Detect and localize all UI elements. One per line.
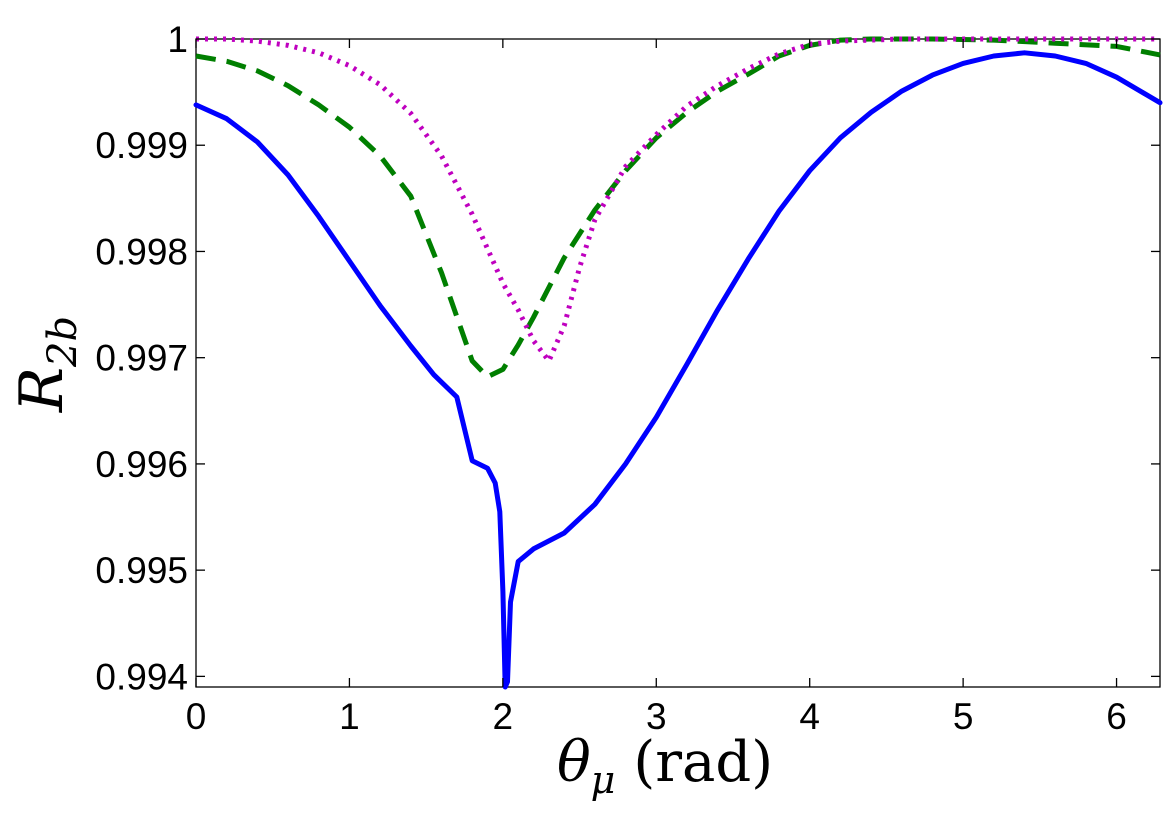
- series-layer: [193, 36, 1163, 690]
- x-tick-label: 1: [339, 696, 360, 737]
- y-axis-label-symbol: R: [7, 367, 77, 413]
- y-tick-label: 0.998: [95, 231, 188, 272]
- x-tick-label: 6: [1106, 696, 1127, 737]
- x-axis-label-symbol: θ: [557, 730, 591, 795]
- series-line-1-solid: [193, 50, 1163, 690]
- x-tick-label: 3: [646, 696, 667, 737]
- y-tick-label: 0.995: [95, 550, 188, 591]
- series-line-2-dashed: [195, 36, 1161, 380]
- x-axis-label: θμ (rad): [557, 730, 773, 802]
- x-tick-label: 5: [953, 696, 974, 737]
- x-axis-label-unit: (rad): [633, 730, 773, 795]
- x-tick-label: 4: [799, 696, 820, 737]
- y-tick-label: 0.999: [95, 125, 188, 166]
- plot-frame: [195, 38, 1161, 688]
- y-axis-label: R2b: [7, 316, 86, 413]
- x-ticks: 0 1 2 3 4 5 6: [186, 39, 1127, 737]
- x-tick-label: 0: [186, 696, 207, 737]
- y-tick-label: 1: [167, 19, 188, 60]
- y-tick-label: 0.997: [95, 338, 188, 379]
- x-tick-label: 2: [493, 696, 514, 737]
- y-axis-label-subscript: 2b: [40, 316, 86, 368]
- x-axis-label-subscript: μ: [591, 758, 616, 802]
- series-line-3-dotted: [196, 36, 1160, 364]
- y-ticks: 0.994 0.995 0.996 0.997 0.998 0.999 1: [95, 19, 1160, 697]
- y-tick-label: 0.994: [95, 656, 188, 697]
- y-tick-label: 0.996: [95, 444, 188, 485]
